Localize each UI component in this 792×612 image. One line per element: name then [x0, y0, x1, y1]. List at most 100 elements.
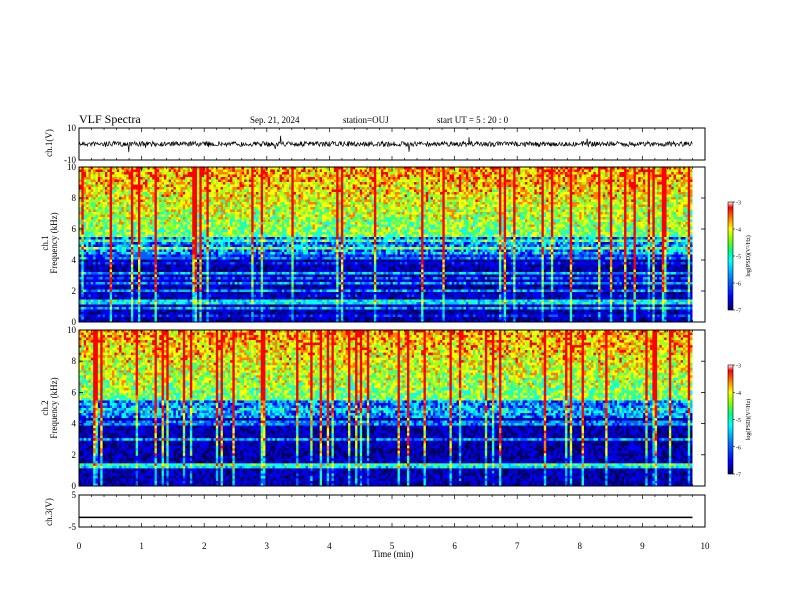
ch1spec-cell: [513, 175, 516, 178]
ch1spec-cell: [398, 172, 401, 175]
ch1spec-cell: [313, 170, 316, 173]
ch1spec-cell: [339, 170, 342, 173]
ch1spec-cell: [306, 175, 309, 178]
ch1spec-cell: [98, 175, 101, 178]
ch1spec-cell: [662, 172, 665, 175]
ch1spec-cell: [301, 172, 304, 175]
ch1spec-cell: [657, 170, 660, 173]
ch1spec-cell: [475, 175, 478, 178]
ch1spec-cell: [84, 170, 87, 173]
ch1spec-cell: [508, 170, 511, 173]
ch1spec-cell: [310, 172, 313, 175]
ch1spec-cell: [626, 170, 629, 173]
ch1spec-cell: [280, 175, 283, 178]
ch1spec-cell: [119, 175, 122, 178]
ch1spec-cell: [216, 170, 219, 173]
ch1spec-cell: [164, 175, 167, 178]
ch1spec-cell: [155, 172, 158, 175]
ch1spec-cell: [183, 170, 186, 173]
ch1spec-cell: [213, 175, 216, 178]
ch1spec-cell: [228, 170, 231, 173]
ch1spec-cell: [447, 170, 450, 173]
ch1spec-cell: [645, 172, 648, 175]
ch1spec-cell: [659, 172, 662, 175]
ch1spec-cell: [303, 170, 306, 173]
ch1spec-cell: [91, 170, 94, 173]
ch1spec-cell: [412, 170, 415, 173]
ch1spec-cell: [166, 175, 169, 178]
ch1spec-cell: [157, 170, 160, 173]
ch1spec-cell: [228, 172, 231, 175]
ch1spec-cell: [485, 172, 488, 175]
ch1spec-cell: [159, 170, 162, 173]
ch1spec-cell: [544, 175, 547, 178]
ch1spec-cell: [294, 172, 297, 175]
ch1spec-cell: [468, 172, 471, 175]
ch1spec-cell: [419, 170, 422, 173]
ch1spec-cell: [678, 170, 681, 173]
ch1spec-cell: [150, 170, 153, 173]
ch1spec-cell: [612, 170, 615, 173]
ch1spec-cell: [147, 172, 150, 175]
ch1spec-cell: [464, 175, 467, 178]
ch1spec-cell: [192, 172, 195, 175]
ch1spec-cell: [355, 175, 358, 178]
ch1spec-cell: [223, 170, 226, 173]
ch1spec-cell: [565, 172, 568, 175]
ch1spec-cell: [86, 175, 89, 178]
ch1spec-cell: [282, 172, 285, 175]
ch1spec-cell: [180, 175, 183, 178]
ch1spec-cell: [388, 170, 391, 173]
ch1spec-cell: [622, 170, 625, 173]
ch1spec-cell: [270, 170, 273, 173]
ch1spec-cell: [176, 170, 179, 173]
ch1spec-cell: [678, 172, 681, 175]
ch1spec-cell: [593, 170, 596, 173]
ch1spec-cell: [412, 172, 415, 175]
ch1spec-cell: [669, 172, 672, 175]
ch1spec-cell: [461, 175, 464, 178]
ch1spec-cell: [251, 170, 254, 173]
ch1spec-cell: [261, 172, 264, 175]
ch1spec-cell: [575, 172, 578, 175]
ch1spec-cell: [178, 175, 181, 178]
ch1spec-cell: [218, 172, 221, 175]
ch1spec-cell: [556, 175, 559, 178]
ch1spec-cell: [414, 172, 417, 175]
ch1spec-cell: [343, 175, 346, 178]
ch1spec-cell: [688, 170, 691, 173]
ch1spec-cell: [558, 172, 561, 175]
ch1spec-cell: [114, 170, 117, 173]
ch1spec-cell: [537, 175, 540, 178]
ch1spec-cell: [86, 172, 89, 175]
ch1spec-cell: [362, 175, 365, 178]
ch1spec-cell: [93, 170, 96, 173]
ch1spec-cell: [589, 172, 592, 175]
ch1spec-cell: [166, 172, 169, 175]
ch1spec-cell: [468, 170, 471, 173]
ch1spec-cell: [534, 172, 537, 175]
ch1spec-cell: [485, 170, 488, 173]
ch1spec-cell: [188, 175, 191, 178]
ch1spec-cell: [482, 172, 485, 175]
ch1spec-cell: [383, 170, 386, 173]
ch1spec-cell: [268, 170, 271, 173]
ch1spec-cell: [685, 170, 688, 173]
ch1spec-cell: [407, 175, 410, 178]
ch1spec-cell: [112, 170, 115, 173]
ch1spec-cell: [131, 175, 134, 178]
ch1spec-cell: [162, 175, 165, 178]
ch1spec-cell: [633, 172, 636, 175]
ch1spec-cell: [131, 170, 134, 173]
ch1spec-cell: [560, 170, 563, 173]
ch1spec-cell: [629, 175, 632, 178]
ch1spec-cell: [466, 175, 469, 178]
ch1spec-cell: [331, 170, 334, 173]
ch1spec-cell: [119, 170, 122, 173]
ch1spec-cell: [367, 170, 370, 173]
ch1spec-cell: [612, 175, 615, 178]
ch1spec-cell: [263, 170, 266, 173]
ch1spec-cell: [190, 175, 193, 178]
ch1spec-cell: [197, 175, 200, 178]
ch1spec-cell: [440, 170, 443, 173]
